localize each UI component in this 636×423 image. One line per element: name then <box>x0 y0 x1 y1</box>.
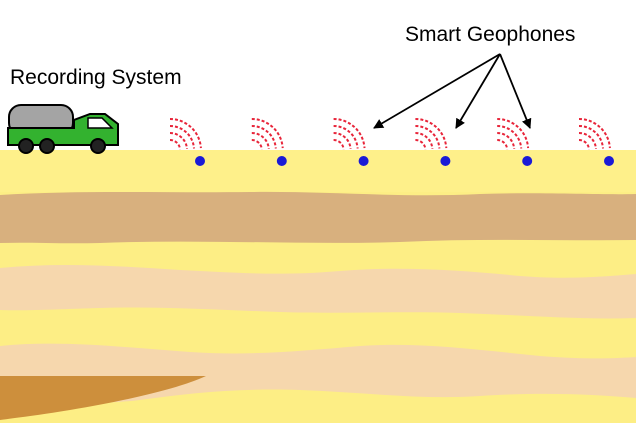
recording-system-label: Recording System <box>10 66 182 89</box>
wave-signal-icon <box>169 131 188 150</box>
geophone-unit <box>333 118 369 166</box>
peach-layer-1 <box>0 264 636 319</box>
geophone-unit <box>169 118 205 166</box>
geophone-icon <box>358 156 369 166</box>
pointer-arrow <box>455 53 501 129</box>
pointer-arrow <box>373 53 501 129</box>
wave-signal-icon <box>415 118 448 149</box>
truck-wheel <box>18 138 34 154</box>
wave-signal-icon <box>169 124 195 149</box>
wave-signal-icon <box>251 118 284 149</box>
wave-signal-icon <box>415 131 434 150</box>
tan-layer <box>0 191 636 244</box>
wave-signal-icon <box>497 131 516 150</box>
wave-signal-icon <box>415 138 427 150</box>
wave-signal-icon <box>578 131 597 150</box>
label-arrows <box>373 53 532 129</box>
pointer-arrow <box>499 53 532 129</box>
geophone-icon <box>195 156 205 166</box>
wave-signal-icon <box>333 124 359 149</box>
wave-signal-icon <box>169 118 202 149</box>
surface-band <box>0 150 636 192</box>
truck-wheel <box>39 138 55 154</box>
smart-geophones-label: Smart Geophones <box>405 23 576 46</box>
geophone-unit <box>497 118 533 166</box>
wave-signal-icon <box>333 131 352 150</box>
wave-signal-icon <box>333 118 366 149</box>
geophone-icon <box>604 156 614 166</box>
wave-signal-icon <box>333 138 345 150</box>
geophone-array <box>169 118 614 166</box>
earth-layers <box>0 150 636 423</box>
wave-signal-icon <box>497 138 509 150</box>
wave-signal-icon <box>251 131 270 150</box>
geophone-unit <box>578 118 614 166</box>
geophone-icon <box>440 156 451 166</box>
wave-signal-icon <box>415 124 441 149</box>
wave-signal-icon <box>578 124 604 149</box>
truck-window <box>87 117 114 129</box>
wave-signal-icon <box>169 138 181 150</box>
wave-signal-icon <box>251 138 263 150</box>
wave-signal-icon <box>578 138 590 150</box>
geophone-icon <box>522 156 533 166</box>
truck-icon <box>7 104 119 154</box>
geophone-unit <box>251 118 287 166</box>
wave-signal-icon <box>497 124 523 149</box>
wave-signal-icon <box>578 118 611 149</box>
geophone-unit <box>415 118 451 166</box>
geophone-icon <box>276 156 287 166</box>
wave-signal-icon <box>251 124 277 149</box>
brown-wedge-layer <box>0 376 206 420</box>
wave-signal-icon <box>497 118 530 149</box>
truck-wheel <box>90 138 106 154</box>
